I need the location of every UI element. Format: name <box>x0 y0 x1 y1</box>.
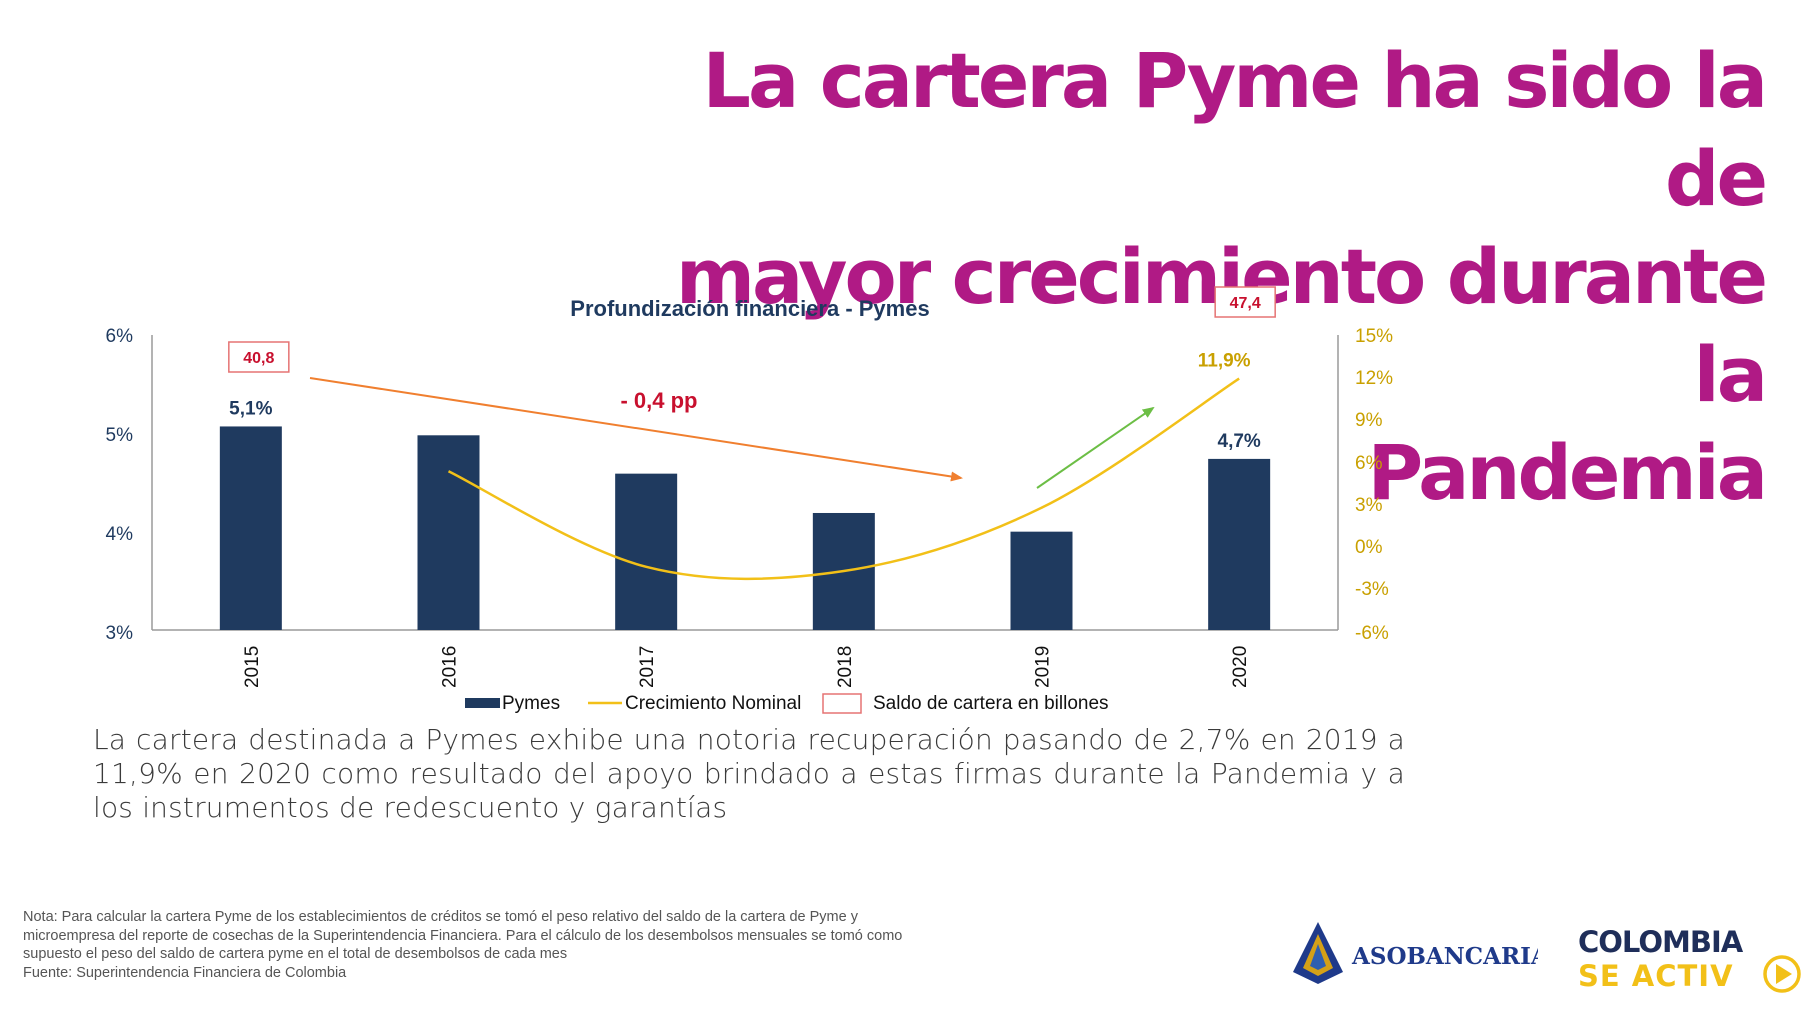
chart: Profundización financiera - Pymes 6% 5% … <box>106 286 1393 714</box>
saldo-box-2020 <box>1214 286 1276 318</box>
crecimiento-nominal-line <box>447 377 1240 581</box>
asobancaria-logo: ASOBANCARIA <box>1288 918 1550 993</box>
se-activa-wordmark: SE ACTIV <box>1578 959 1734 993</box>
slide-title: La cartera Pyme ha sido la de mayor crec… <box>665 32 1768 522</box>
bar-2016 <box>417 435 480 630</box>
category-label-2018: 2018 <box>835 646 856 688</box>
title-line-3: Pandemia <box>1367 428 1768 517</box>
chart-title: Profundización financiera - Pymes <box>570 296 929 321</box>
body-text: La cartera destinada a Pymes exhibe una … <box>93 723 1405 824</box>
bar-series <box>219 426 1271 630</box>
left-axis: 6% 5% 4% 3% <box>106 326 134 644</box>
right-tick-label: 15% <box>1355 326 1393 347</box>
category-label-2016: 2016 <box>440 646 461 688</box>
line-data-labels: 11,9% <box>1198 351 1251 372</box>
asobancaria-wordmark: ASOBANCARIA <box>1351 943 1538 970</box>
saldo-label-2020: 47,4 <box>1230 295 1261 312</box>
right-axis: 15% 12% 9% 6% 3% 0% -3% -6% <box>1355 326 1393 644</box>
note-text: Nota: Para calcular la cartera Pyme de l… <box>23 909 903 962</box>
line-label-2020: 11,9% <box>1198 351 1251 372</box>
category-labels: 2015 2016 2017 2018 2019 2020 <box>242 646 1251 688</box>
footnote: Nota: Para calcular la cartera Pyme de l… <box>23 908 923 982</box>
trend-arrow-green <box>1036 406 1155 489</box>
right-tick-label: 9% <box>1355 410 1383 431</box>
right-tick-label: 0% <box>1355 537 1383 558</box>
bar-2015 <box>219 426 282 630</box>
saldo-label-2015: 40,8 <box>243 350 274 367</box>
bar-label-2015: 5,1% <box>229 398 272 419</box>
colombia-se-activa-logo: COLOMBIA SE ACTIV <box>1572 920 1812 1005</box>
left-tick-label: 3% <box>106 623 134 644</box>
bar-data-labels: 5,1% 4,7% <box>229 398 1261 451</box>
bar-label-2020: 4,7% <box>1218 431 1261 452</box>
title-line-1: La cartera Pyme ha sido la de <box>702 36 1768 223</box>
right-tick-label: 12% <box>1355 368 1393 389</box>
legend: Pymes Crecimiento Nominal Saldo de carte… <box>465 693 1109 714</box>
asobancaria-emblem-icon <box>1293 922 1343 984</box>
bar-2020 <box>1208 458 1271 630</box>
annotation-pp: - 0,4 pp <box>620 388 697 413</box>
category-label-2020: 2020 <box>1230 646 1251 688</box>
saldo-box-2015 <box>228 341 290 373</box>
play-icon <box>1763 955 1801 993</box>
right-tick-label: -3% <box>1355 579 1389 600</box>
legend-label-saldo: Saldo de cartera en billones <box>873 693 1109 714</box>
trend-arrow-orange <box>309 377 963 482</box>
source-text: Fuente: Superintendencia Financiera de C… <box>23 964 347 981</box>
saldo-data-labels: 40,8 47,4 <box>228 286 1276 373</box>
legend-swatch-pymes <box>465 698 500 708</box>
right-tick-label: -6% <box>1355 623 1389 644</box>
right-tick-label: 3% <box>1355 495 1383 516</box>
category-label-2015: 2015 <box>242 646 263 688</box>
category-label-2017: 2017 <box>637 646 658 688</box>
bar-2017 <box>615 473 678 630</box>
legend-label-pymes: Pymes <box>502 693 560 714</box>
legend-label-crecimiento: Crecimiento Nominal <box>625 693 801 714</box>
left-tick-label: 5% <box>106 425 134 446</box>
left-tick-label: 4% <box>106 524 134 545</box>
category-label-2019: 2019 <box>1033 646 1054 688</box>
colombia-wordmark: COLOMBIA <box>1578 925 1744 959</box>
legend-swatch-saldo <box>822 693 862 714</box>
right-tick-label: 6% <box>1355 453 1383 474</box>
bar-2019 <box>1010 531 1073 630</box>
left-tick-label: 6% <box>106 326 134 347</box>
